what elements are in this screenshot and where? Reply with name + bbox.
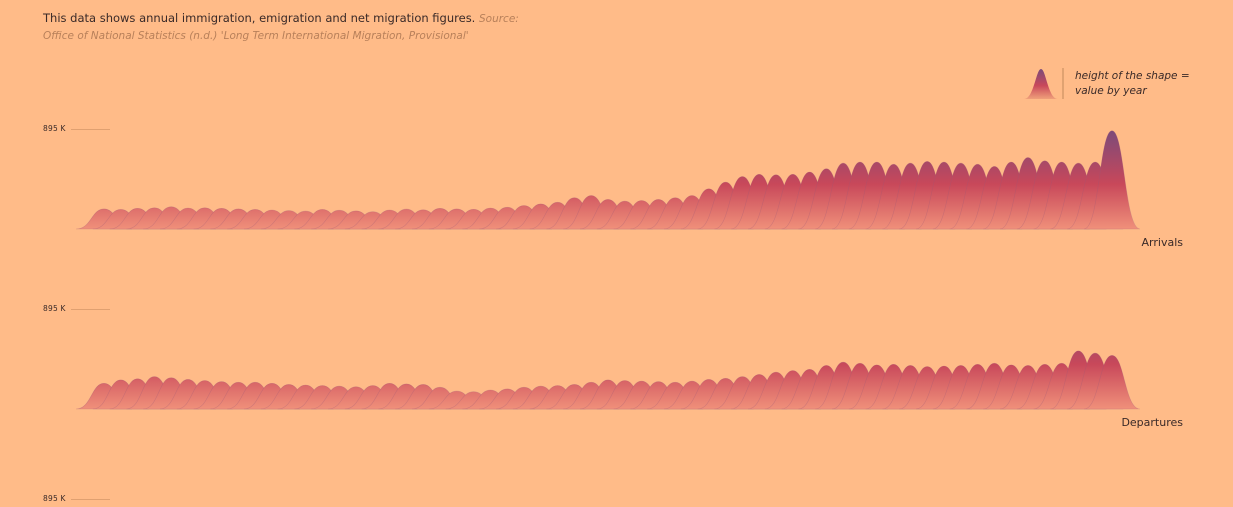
series-label-departures: Departures bbox=[1121, 416, 1183, 429]
ymax-label-arrivals: 895 K bbox=[43, 124, 66, 133]
legend-line-1: height of the shape = bbox=[1075, 70, 1190, 82]
ymax-label-net: 895 K bbox=[43, 494, 66, 503]
series-label-arrivals: Arrivals bbox=[1141, 236, 1183, 249]
chart-intro: This data shows annual immigration, emig… bbox=[43, 10, 643, 44]
ridge-chart-departures bbox=[75, 350, 1141, 410]
source-text: Office of National Statistics (n.d.) 'Lo… bbox=[43, 30, 469, 42]
ymax-line-departures bbox=[71, 309, 110, 310]
ridge-shape bbox=[1083, 355, 1141, 410]
ymax-label-departures: 895 K bbox=[43, 304, 66, 313]
ridge-shape-icon bbox=[1024, 68, 1064, 99]
intro-lead: This data shows annual immigration, emig… bbox=[43, 11, 476, 25]
legend-text: height of the shape = value by year bbox=[1075, 69, 1215, 99]
legend: height of the shape = value by year bbox=[1022, 66, 1222, 106]
ridge-chart-arrivals bbox=[75, 130, 1141, 230]
ymax-line-net bbox=[71, 499, 110, 500]
legend-line-2: value by year bbox=[1075, 85, 1147, 97]
ymax-line-arrivals bbox=[71, 129, 110, 130]
source-label: Source: bbox=[479, 13, 519, 25]
ridge-shape bbox=[1083, 130, 1141, 230]
